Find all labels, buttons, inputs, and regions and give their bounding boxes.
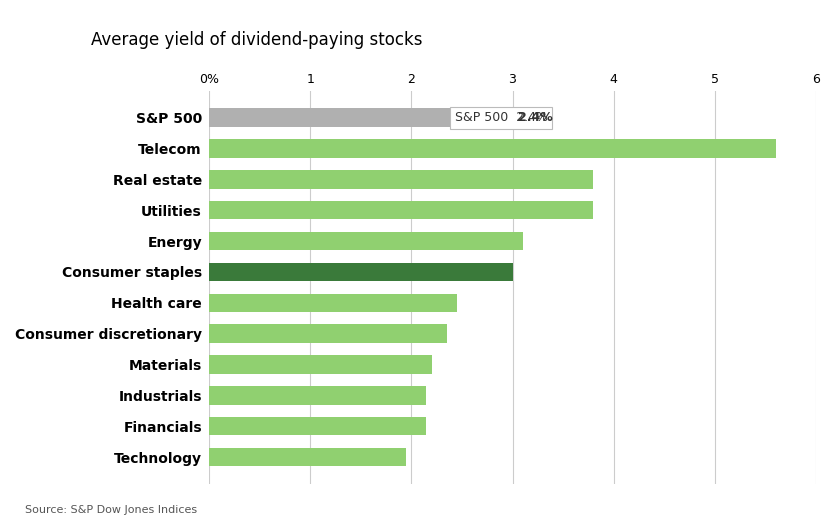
Bar: [209, 232, 523, 250]
Bar: [209, 170, 594, 189]
Text: Average yield of dividend-paying stocks: Average yield of dividend-paying stocks: [90, 31, 422, 49]
Bar: [209, 448, 407, 466]
Bar: [209, 324, 447, 343]
Bar: [209, 263, 513, 281]
Bar: [209, 355, 432, 374]
Text: 2.4%: 2.4%: [518, 111, 552, 124]
Bar: [209, 139, 776, 158]
Text: S&P 500  2.4%: S&P 500 2.4%: [455, 111, 548, 124]
Bar: [209, 293, 457, 312]
Text: Source: S&P Dow Jones Indices: Source: S&P Dow Jones Indices: [25, 505, 197, 515]
Bar: [209, 201, 594, 219]
Bar: [209, 386, 427, 405]
Bar: [209, 417, 427, 435]
Bar: [209, 108, 452, 127]
